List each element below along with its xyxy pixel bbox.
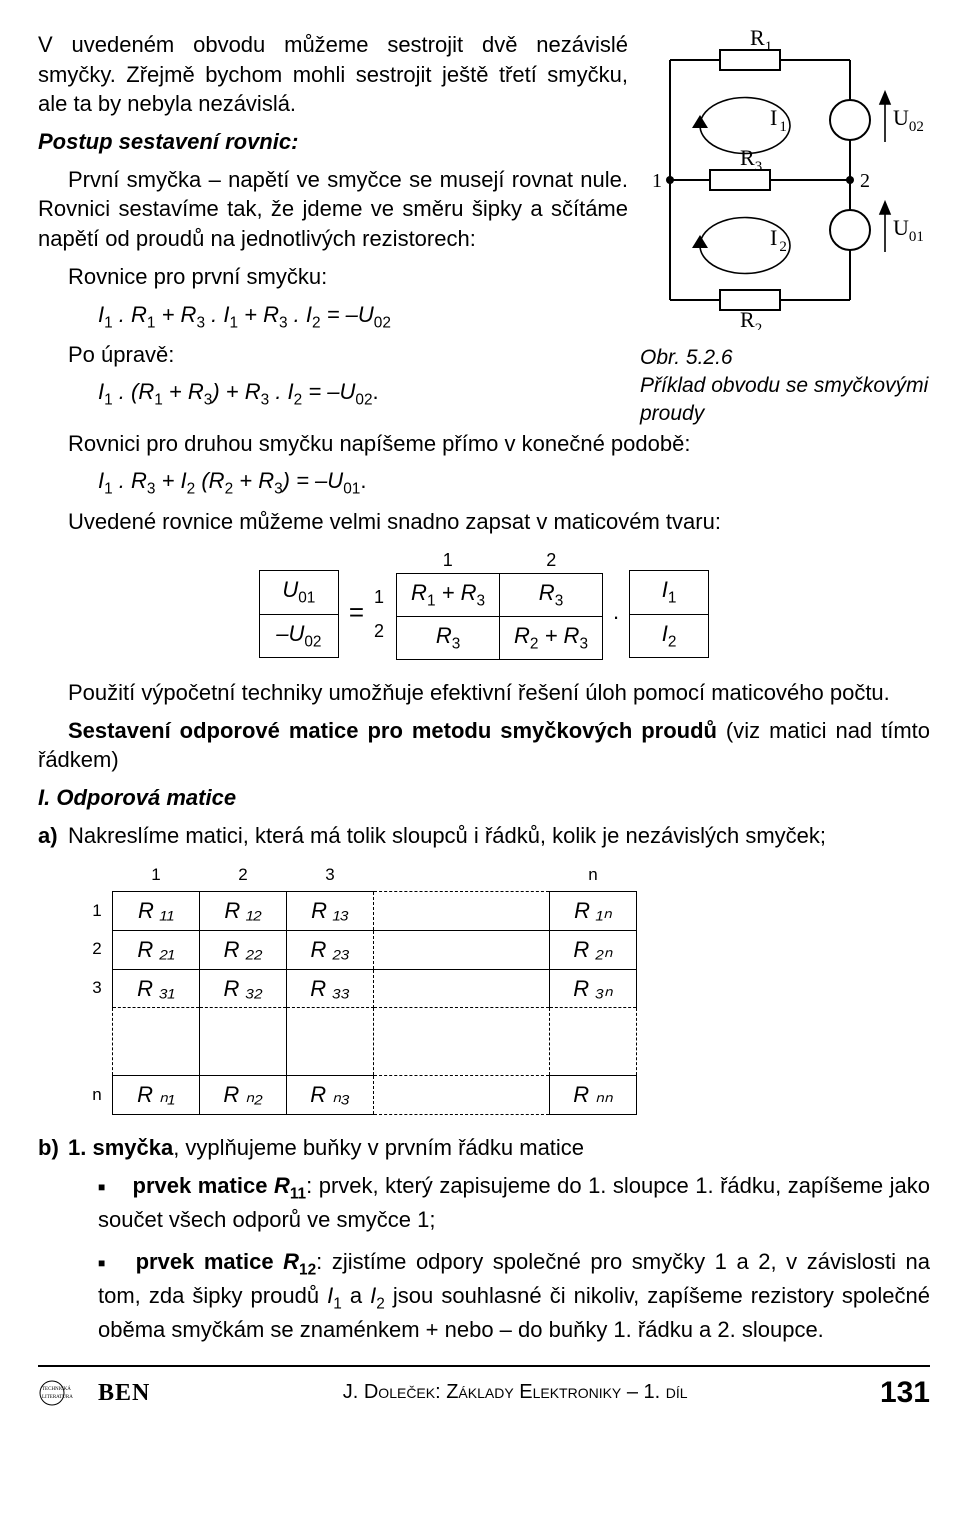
- svg-text:U02: U02: [893, 105, 924, 135]
- big-matrix: 1 2 3 n 1 R ₁₁ R ₁₂ R ₁₃ R ₁ₙ 2 R ₂₁ R ₂…: [78, 860, 930, 1115]
- list-item-b: b)1. smyčka, vyplňujeme buňky v prvním ř…: [38, 1133, 930, 1163]
- page-footer: TECHNICKÁ LITERATURA BEN J. Doleček: Zák…: [38, 1365, 930, 1414]
- footer-author: J. Doleček: Základy Elektroniky – 1. díl: [150, 1379, 880, 1406]
- svg-text:I1: I1: [770, 105, 787, 135]
- svg-text:I2: I2: [770, 225, 787, 255]
- equation-2: I1 . (R1 + R3) + R3 . I2 = –U02.: [98, 377, 628, 411]
- paragraph: Sestavení odporové matice pro metodu smy…: [38, 716, 930, 775]
- page-number: 131: [880, 1373, 930, 1414]
- ben-logo: TECHNICKÁ LITERATURA BEN: [38, 1376, 150, 1410]
- svg-text:U01: U01: [893, 215, 924, 245]
- list-item-a: a)Nakreslíme matici, která má tolik slou…: [38, 821, 930, 851]
- paragraph: Rovnici pro druhou smyčku napíšeme přímo…: [38, 429, 930, 459]
- heading-postup: Postup sestavení rovnic:: [38, 127, 628, 157]
- svg-text:LITERATURA: LITERATURA: [42, 1395, 73, 1400]
- svg-text:1: 1: [652, 170, 662, 192]
- svg-text:TECHNICKÁ: TECHNICKÁ: [42, 1386, 71, 1392]
- po-uprave: Po úpravě:: [38, 340, 628, 370]
- paragraph: Uvedené rovnice můžeme velmi snadno zaps…: [38, 507, 930, 537]
- bullet-1: prvek matice R11: prvek, který zapisujem…: [98, 1171, 930, 1235]
- paragraph: První smyčka – napětí ve smyčce se musej…: [38, 165, 628, 254]
- circuit-diagram: R1 R3 R2 I1 I2 U02 U01 1 2: [640, 30, 930, 330]
- bullet-2: prvek matice R12: zjistíme odpory společ…: [98, 1247, 930, 1345]
- heading-odporova: I. Odporová matice: [38, 783, 930, 813]
- paragraph: Rovnice pro první smyčku:: [38, 262, 628, 292]
- equation-1: I1 . R1 + R3 . I1 + R3 . I2 = –U02: [98, 300, 628, 334]
- matrix-equation: U01–U02 = 1 2 12 R1 + R3 R3 R3: [38, 548, 930, 660]
- svg-text:2: 2: [860, 170, 870, 192]
- paragraph: V uvedeném obvodu můžeme sestrojit dvě n…: [38, 30, 628, 119]
- equation-3: I1 . R3 + I2 (R2 + R3) = –U01.: [98, 466, 930, 500]
- paragraph: Použití výpočetní techniky umožňuje efek…: [38, 678, 930, 708]
- figure-caption: Obr. 5.2.6 Příklad obvodu se smyčkovými …: [640, 344, 930, 429]
